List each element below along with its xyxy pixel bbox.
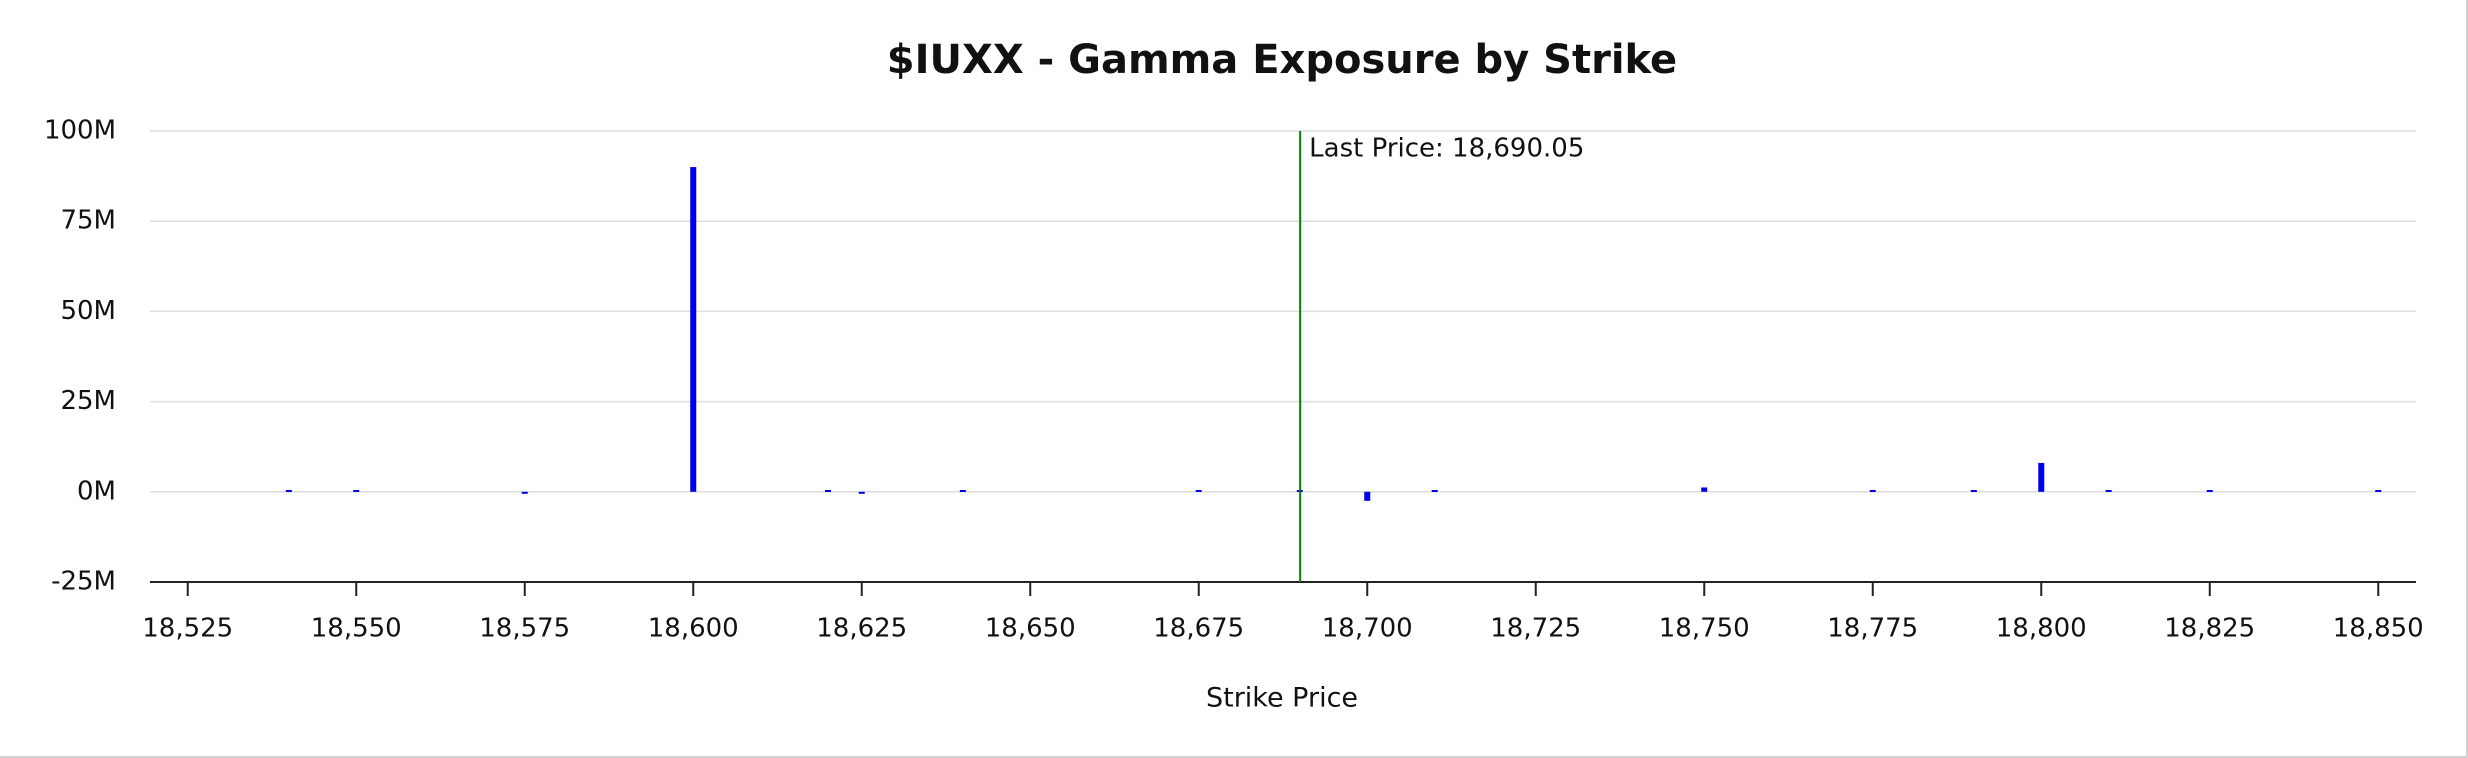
y-tick-label: -25M (51, 567, 116, 597)
bar (1431, 489, 1438, 492)
y-tick-label: 75M (60, 206, 116, 236)
x-tick-label: 18,700 (1322, 614, 1413, 644)
x-tick-label: 18,550 (311, 614, 402, 644)
y-tick-label: 100M (44, 116, 116, 146)
bar (285, 489, 292, 492)
x-tick-label: 18,725 (1490, 614, 1581, 644)
bar (959, 489, 966, 492)
x-tick-label: 18,675 (1153, 614, 1244, 644)
x-tick-label: 18,600 (648, 614, 739, 644)
bar (2105, 489, 2112, 492)
last-price-label: Last Price: 18,690.05 (1309, 134, 1584, 164)
chart-title: $IUXX - Gamma Exposure by Strike (887, 37, 1677, 83)
bar (858, 491, 865, 494)
x-axis-label: Strike Price (1206, 683, 1358, 714)
bar (1869, 489, 1876, 492)
x-tick-label: 18,850 (2333, 614, 2424, 644)
bar (521, 491, 528, 494)
x-tick-label: 18,800 (1996, 614, 2087, 644)
y-tick-label: 0M (77, 476, 116, 506)
x-tick-label: 18,525 (142, 614, 233, 644)
y-tick-label: 50M (60, 296, 116, 326)
y-tick-label: 25M (60, 386, 116, 416)
bar (2206, 489, 2213, 492)
x-tick-label: 18,575 (479, 614, 570, 644)
bar (825, 489, 832, 492)
bar (2038, 462, 2045, 492)
x-tick-label: 18,775 (1827, 614, 1918, 644)
bar (1195, 489, 1202, 492)
bar (1970, 489, 1977, 492)
bar (1701, 487, 1708, 492)
bar (2375, 489, 2382, 492)
x-tick-label: 18,825 (2164, 614, 2255, 644)
bar (1364, 491, 1371, 501)
bar (690, 167, 697, 492)
bar (353, 489, 360, 492)
x-tick-label: 18,750 (1659, 614, 1750, 644)
x-tick-label: 18,625 (816, 614, 907, 644)
x-tick-label: 18,650 (985, 614, 1076, 644)
